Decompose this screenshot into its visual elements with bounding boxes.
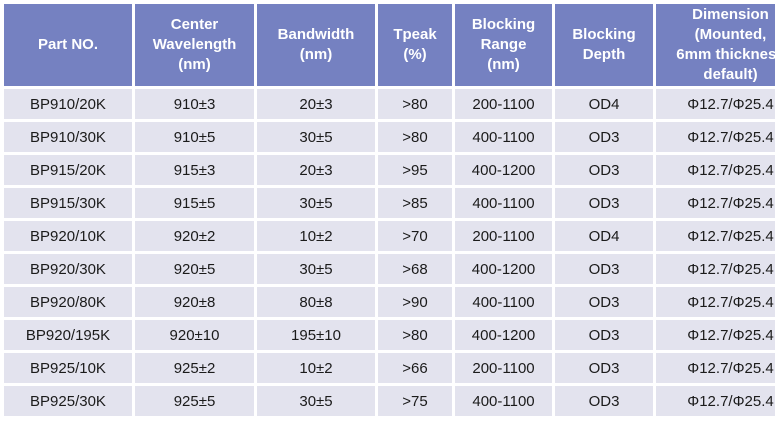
cell-tpeak: >68 — [375, 251, 455, 287]
cell-tpeak: >70 — [375, 218, 455, 254]
cell-dimension: Φ12.7/Φ25.4 — [653, 251, 775, 287]
cell-blocking-depth: OD3 — [552, 317, 656, 353]
table-row: BP910/30K 910±5 30±5 >80 400-1100 OD3 Φ12.7/Φ2… — [1, 119, 775, 155]
cell-blocking-depth: OD3 — [552, 251, 656, 287]
cell-center-wavelength: 920±5 — [132, 251, 257, 287]
table-row: BP915/30K 915±5 30±5 >85 400-1100 OD3 Φ12.7/Φ2… — [1, 185, 775, 221]
cell-blocking-range: 200-1100 — [452, 218, 555, 254]
cell-blocking-range: 200-1100 — [452, 86, 555, 122]
table-row: BP920/80K 920±8 80±8 >90 400-1100 OD3 Φ12.7/Φ2… — [1, 284, 775, 320]
cell-part-no: BP915/20K — [1, 152, 135, 188]
cell-tpeak: >90 — [375, 284, 455, 320]
bandpass-filter-spec-table: Part NO. Center Wavelength (nm) Bandwidth … — [1, 1, 775, 419]
column-header-dimension: Dimension (Mounted, 6mm thickness defaul… — [653, 1, 775, 89]
cell-part-no: BP920/80K — [1, 284, 135, 320]
table-row: BP915/20K 915±3 20±3 >95 400-1200 OD3 Φ12.7/Φ2… — [1, 152, 775, 188]
cell-blocking-range: 400-1100 — [452, 383, 555, 419]
column-header-blocking-depth: Blocking Depth — [552, 1, 656, 89]
table-row: BP920/195K 920±10 195±10 >80 400-1200 OD3 Φ12.… — [1, 317, 775, 353]
cell-bandwidth: 195±10 — [254, 317, 378, 353]
cell-tpeak: >75 — [375, 383, 455, 419]
header-row: Part NO. Center Wavelength (nm) Bandwidth … — [1, 1, 775, 89]
cell-center-wavelength: 910±3 — [132, 86, 257, 122]
cell-blocking-depth: OD3 — [552, 284, 656, 320]
cell-blocking-range: 400-1200 — [452, 152, 555, 188]
cell-dimension: Φ12.7/Φ25.4 — [653, 383, 775, 419]
cell-bandwidth: 20±3 — [254, 152, 378, 188]
cell-center-wavelength: 915±5 — [132, 185, 257, 221]
cell-center-wavelength: 920±10 — [132, 317, 257, 353]
table-row: BP920/10K 920±2 10±2 >70 200-1100 OD4 Φ12.7/Φ2… — [1, 218, 775, 254]
cell-tpeak: >66 — [375, 350, 455, 386]
cell-center-wavelength: 925±5 — [132, 383, 257, 419]
cell-bandwidth: 10±2 — [254, 218, 378, 254]
cell-tpeak: >80 — [375, 119, 455, 155]
cell-blocking-range: 400-1100 — [452, 185, 555, 221]
cell-part-no: BP925/10K — [1, 350, 135, 386]
cell-part-no: BP920/195K — [1, 317, 135, 353]
cell-dimension: Φ12.7/Φ25.4 — [653, 218, 775, 254]
table-header: Part NO. Center Wavelength (nm) Bandwidth … — [1, 1, 775, 89]
cell-part-no: BP920/10K — [1, 218, 135, 254]
cell-dimension: Φ12.7/Φ25.4 — [653, 284, 775, 320]
table-row: BP925/10K 925±2 10±2 >66 200-1100 OD3 Φ12.7/Φ2… — [1, 350, 775, 386]
cell-blocking-depth: OD4 — [552, 86, 656, 122]
cell-center-wavelength: 910±5 — [132, 119, 257, 155]
table-body: BP910/20K 910±3 20±3 >80 200-1100 OD4 Φ12.7/Φ2… — [1, 86, 775, 419]
cell-blocking-range: 400-1100 — [452, 284, 555, 320]
cell-blocking-range: 400-1200 — [452, 317, 555, 353]
cell-center-wavelength: 920±8 — [132, 284, 257, 320]
cell-blocking-range: 400-1100 — [452, 119, 555, 155]
cell-tpeak: >80 — [375, 86, 455, 122]
cell-bandwidth: 30±5 — [254, 383, 378, 419]
cell-center-wavelength: 920±2 — [132, 218, 257, 254]
cell-part-no: BP910/20K — [1, 86, 135, 122]
cell-dimension: Φ12.7/Φ25.4 — [653, 152, 775, 188]
cell-part-no: BP925/30K — [1, 383, 135, 419]
table-row: BP910/20K 910±3 20±3 >80 200-1100 OD4 Φ12.7/Φ2… — [1, 86, 775, 122]
cell-tpeak: >85 — [375, 185, 455, 221]
cell-center-wavelength: 915±3 — [132, 152, 257, 188]
cell-tpeak: >80 — [375, 317, 455, 353]
cell-dimension: Φ12.7/Φ25.4 — [653, 86, 775, 122]
column-header-part-no: Part NO. — [1, 1, 135, 89]
cell-blocking-depth: OD3 — [552, 350, 656, 386]
cell-dimension: Φ12.7/Φ25.4 — [653, 119, 775, 155]
column-header-center-wavelength: Center Wavelength (nm) — [132, 1, 257, 89]
cell-dimension: Φ12.7/Φ25.4 — [653, 317, 775, 353]
cell-blocking-depth: OD3 — [552, 383, 656, 419]
cell-bandwidth: 10±2 — [254, 350, 378, 386]
cell-blocking-depth: OD3 — [552, 185, 656, 221]
cell-blocking-depth: OD3 — [552, 119, 656, 155]
cell-tpeak: >95 — [375, 152, 455, 188]
cell-bandwidth: 30±5 — [254, 251, 378, 287]
cell-bandwidth: 30±5 — [254, 185, 378, 221]
cell-part-no: BP915/30K — [1, 185, 135, 221]
cell-dimension: Φ12.7/Φ25.4 — [653, 350, 775, 386]
cell-bandwidth: 30±5 — [254, 119, 378, 155]
table-row: BP920/30K 920±5 30±5 >68 400-1200 OD3 Φ12.7/Φ2… — [1, 251, 775, 287]
column-header-tpeak: Tpeak (%) — [375, 1, 455, 89]
cell-center-wavelength: 925±2 — [132, 350, 257, 386]
cell-bandwidth: 20±3 — [254, 86, 378, 122]
column-header-blocking-range: Blocking Range (nm) — [452, 1, 555, 89]
cell-blocking-range: 400-1200 — [452, 251, 555, 287]
column-header-bandwidth: Bandwidth (nm) — [254, 1, 378, 89]
table-row: BP925/30K 925±5 30±5 >75 400-1100 OD3 Φ12.7/Φ2… — [1, 383, 775, 419]
cell-blocking-depth: OD4 — [552, 218, 656, 254]
cell-dimension: Φ12.7/Φ25.4 — [653, 185, 775, 221]
cell-part-no: BP910/30K — [1, 119, 135, 155]
cell-blocking-range: 200-1100 — [452, 350, 555, 386]
cell-bandwidth: 80±8 — [254, 284, 378, 320]
cell-blocking-depth: OD3 — [552, 152, 656, 188]
cell-part-no: BP920/30K — [1, 251, 135, 287]
